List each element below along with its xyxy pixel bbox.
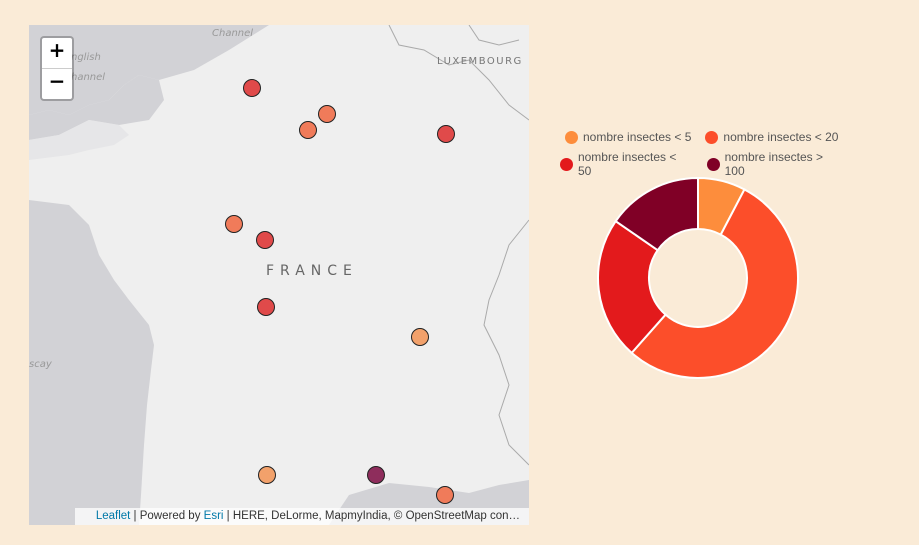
country-label-luxembourg: LUXEMBOURG <box>437 56 523 67</box>
legend-swatch-lt50 <box>560 157 573 171</box>
donut-slice-gt100[interactable] <box>614 176 699 252</box>
legend-item-lt50[interactable]: nombre insectes < 50 <box>560 150 693 178</box>
map-marker[interactable] <box>437 125 455 143</box>
esri-link[interactable]: Esri <box>203 510 224 522</box>
legend-label: nombre insectes < 5 <box>583 130 692 144</box>
map-marker[interactable] <box>411 328 429 346</box>
map-marker[interactable] <box>318 105 336 123</box>
donut-slice-lt20[interactable] <box>630 188 799 379</box>
leaflet-link[interactable]: Leaflet <box>95 510 131 522</box>
map-marker[interactable] <box>299 121 317 139</box>
legend-swatch-lt5 <box>565 130 578 144</box>
legend-item-gt100[interactable]: nombre insectes > 100 <box>706 150 846 178</box>
place-label-channel: Channel <box>212 28 254 39</box>
map-marker[interactable] <box>225 215 243 233</box>
map-marker[interactable] <box>258 466 276 484</box>
place-label-biscay: scay <box>29 359 52 370</box>
legend-swatch-lt20 <box>705 130 719 144</box>
legend-label: nombre insectes < 20 <box>723 130 839 144</box>
place-label-english: nglish <box>71 52 101 63</box>
donut-chart <box>597 176 799 379</box>
legend-label: nombre insectes > 100 <box>724 150 824 178</box>
place-label-channel-left: hannel <box>71 72 106 83</box>
chart-legend: nombre insectes < 5 nombre insectes < 20… <box>560 130 860 184</box>
map-marker[interactable] <box>367 466 385 484</box>
legend-item-lt20[interactable]: nombre insectes < 20 <box>705 130 838 144</box>
country-label-france: FRANCE <box>266 263 358 279</box>
attribution-sources-text: | HERE, DeLorme, MapmyIndia, © OpenStree… <box>223 510 520 522</box>
map-marker[interactable] <box>436 486 454 504</box>
legend-label: nombre insectes < 50 <box>577 150 677 178</box>
zoom-out-button[interactable]: − <box>42 68 72 99</box>
map-attribution: Leaflet | Powered by Esri | HERE, DeLorm… <box>75 508 529 525</box>
attribution-powered-text: | Powered by <box>130 510 204 522</box>
legend-swatch-gt100 <box>706 157 720 171</box>
legend-item-lt5[interactable]: nombre insectes < 5 <box>565 130 691 144</box>
map[interactable]: Channel nglish hannel scay LUXEMBOURG FR… <box>29 25 529 525</box>
zoom-in-button[interactable]: + <box>48 38 66 62</box>
map-marker[interactable] <box>243 79 261 97</box>
map-marker[interactable] <box>257 298 275 316</box>
map-marker[interactable] <box>256 231 274 249</box>
zoom-control: + − <box>40 36 74 101</box>
donut-slice-lt50[interactable] <box>597 219 667 355</box>
